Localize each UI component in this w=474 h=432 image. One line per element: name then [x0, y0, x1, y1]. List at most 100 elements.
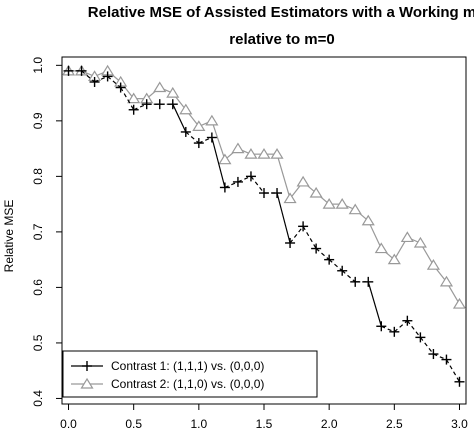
series-segment [341, 270, 356, 283]
data-point-triangle [426, 259, 440, 270]
data-point-triangle [387, 253, 401, 265]
series-segment [328, 259, 343, 272]
data-point-triangle [153, 81, 167, 93]
y-tick-label: 1.0 [31, 57, 45, 74]
y-tick-label: 0.7 [31, 223, 45, 240]
data-point-triangle [166, 86, 180, 98]
series-segment [250, 175, 265, 194]
data-point-triangle [179, 103, 193, 115]
data-point-plus [376, 321, 387, 332]
y-axis-label: Relative MSE [2, 200, 16, 273]
series-segment [419, 337, 434, 355]
series-segment [237, 175, 252, 183]
data-point-triangle [192, 120, 206, 131]
data-point-triangle [309, 186, 323, 198]
data-point-triangle [296, 175, 310, 187]
series-segment [81, 70, 95, 83]
data-point-plus [389, 326, 400, 337]
data-point-plus [102, 71, 113, 82]
legend-label-contrast-1: Contrast 1: (1,1,1) vs. (0,0,0) [111, 359, 264, 373]
data-point-triangle [361, 214, 375, 226]
y-tick-label: 0.4 [31, 390, 45, 407]
x-axis: 0.0 0.5 1.0 1.5 2.0 2.5 3.0 [60, 404, 468, 431]
chart-subtitle: relative to m=0 [229, 31, 334, 48]
data-point-plus [363, 276, 374, 287]
x-tick-label: 1.5 [256, 417, 273, 431]
series-segment [445, 359, 461, 383]
x-tick-label: 2.0 [321, 417, 338, 431]
series-segment [211, 120, 226, 160]
data-point-plus [441, 354, 452, 365]
legend-marker-contrast-1 [82, 361, 92, 371]
data-point-triangle [439, 275, 454, 287]
y-tick-label: 0.6 [31, 279, 45, 296]
series-segment [367, 220, 382, 249]
data-point-triangle [244, 148, 258, 159]
series-segment [393, 320, 408, 333]
data-point-plus [259, 188, 269, 199]
data-point-plus [337, 265, 348, 276]
chart-title: Relative MSE of Assisted Estimators with… [88, 4, 474, 21]
series-segment [276, 192, 291, 244]
data-point-plus [298, 221, 309, 232]
data-point-plus [193, 138, 204, 149]
data-point-triangle [231, 142, 245, 154]
data-point-triangle [270, 148, 284, 159]
legend-box [62, 350, 318, 398]
data-point-plus [324, 254, 335, 265]
y-tick-label: 0.5 [31, 334, 45, 351]
series-segment [367, 281, 382, 327]
data-point-plus [245, 171, 256, 182]
series-segment [107, 75, 122, 88]
x-tick-label: 0.0 [60, 417, 77, 431]
x-tick-label: 3.0 [451, 417, 468, 431]
data-point-plus [141, 99, 152, 110]
data-point-plus [206, 132, 217, 143]
data-point-plus [128, 104, 139, 115]
data-point-plus [232, 176, 243, 187]
series-layer [61, 64, 467, 387]
data-point-triangle [374, 242, 388, 254]
legend: Contrast 1: (1,1,1) vs. (0,0,0) Contrast… [62, 350, 318, 398]
y-tick-label: 0.9 [31, 112, 45, 129]
data-point-plus [311, 243, 322, 254]
x-tick-label: 0.5 [125, 417, 142, 431]
data-point-plus [89, 76, 100, 87]
data-point-plus [219, 182, 230, 193]
data-point-plus [428, 349, 439, 360]
data-point-plus [76, 65, 87, 76]
data-point-plus [154, 99, 165, 110]
series-segment [211, 137, 226, 188]
data-point-plus [272, 188, 283, 199]
data-point-triangle [283, 192, 297, 204]
series-segment [433, 353, 447, 361]
series-contrast-1 [63, 65, 465, 387]
data-point-plus [63, 65, 74, 76]
data-point-triangle [413, 236, 427, 248]
data-point-triangle [257, 148, 271, 159]
legend-marker-contrast-2 [80, 377, 94, 389]
series-segment [133, 103, 147, 111]
series-segment [406, 320, 421, 338]
data-point-triangle [127, 92, 141, 104]
x-tick-label: 2.5 [386, 417, 403, 431]
series-segment [381, 325, 395, 333]
data-point-triangle [335, 197, 349, 209]
series-segment [172, 103, 187, 133]
y-tick-label: 0.8 [31, 168, 45, 185]
series-contrast-2 [61, 64, 467, 309]
data-point-plus [115, 82, 126, 93]
data-point-triangle [452, 297, 467, 309]
y-axis: 0.4 0.5 0.6 0.7 0.8 0.9 1.0 [31, 57, 62, 407]
data-point-triangle [322, 197, 336, 209]
series-segment [289, 225, 304, 244]
series-segment [224, 181, 239, 189]
data-point-triangle [348, 203, 362, 215]
data-point-plus [180, 126, 191, 137]
series-segment [185, 131, 200, 144]
series-segment [94, 75, 108, 83]
data-point-plus [350, 276, 361, 287]
series-segment [315, 248, 330, 261]
series-segment [302, 226, 317, 249]
